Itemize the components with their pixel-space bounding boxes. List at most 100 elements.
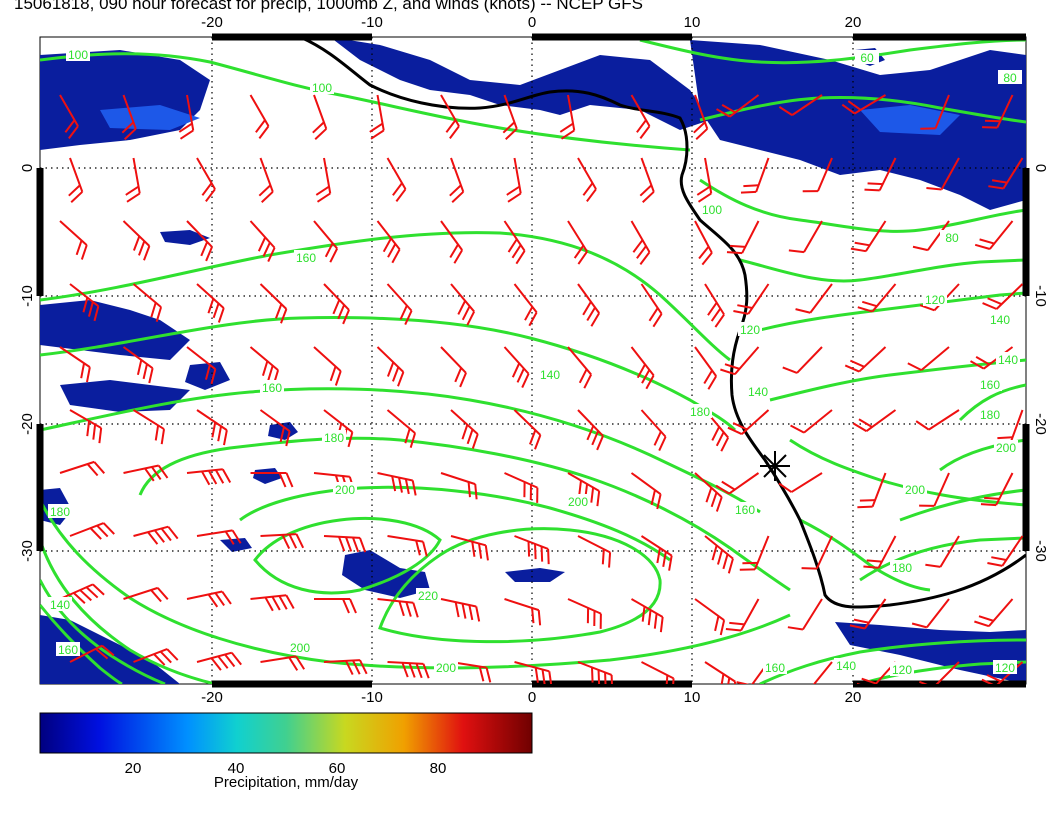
- contour-label-bg: [538, 367, 562, 381]
- contour-220: [378, 527, 662, 644]
- contour-label: 100: [312, 81, 332, 95]
- wind-barb: [186, 468, 232, 486]
- contour-label-bg: [978, 377, 1002, 391]
- wind-barb: [982, 94, 1014, 129]
- wind-barb: [260, 655, 306, 671]
- left-lat-labels: 0 -10 -20 -30: [19, 164, 36, 562]
- wind-barb: [314, 598, 357, 614]
- wind-barb: [640, 535, 673, 571]
- wind-barb: [863, 535, 897, 569]
- wind-barb: [449, 157, 465, 203]
- contour-label: 140: [748, 385, 768, 399]
- contour-label-bg: [56, 642, 80, 656]
- wind-barb: [186, 220, 213, 262]
- contour-label-bg: [978, 407, 1002, 421]
- wind-barb: [323, 659, 368, 675]
- precip-area-west-1: [40, 300, 190, 360]
- contour-label-bg: [322, 430, 346, 444]
- wind-barb: [787, 598, 823, 631]
- wind-barb: [694, 598, 726, 636]
- contour-200-south: [40, 499, 791, 670]
- wind-barb: [694, 472, 723, 512]
- wind-barb: [503, 220, 526, 265]
- precip-area-small-6: [100, 105, 200, 130]
- wind-barb: [504, 472, 539, 503]
- wind-barb: [313, 346, 342, 386]
- wind-barb: [857, 283, 897, 313]
- contour-label: 200: [436, 661, 456, 675]
- wind-barb: [567, 220, 588, 265]
- wind-barb: [440, 346, 467, 388]
- contour-label: 180: [980, 408, 1000, 422]
- contour-160: [40, 387, 761, 514]
- wind-barb: [502, 94, 518, 140]
- wind-barb: [196, 409, 228, 446]
- contour-label-bg: [310, 80, 334, 94]
- wind-barb: [988, 157, 1024, 190]
- wind-barb: [640, 283, 663, 328]
- top-lon-label: -20: [201, 14, 223, 31]
- wind-barb: [133, 525, 179, 545]
- bottom-lon-labels: -20 -10 0 10 20: [201, 689, 861, 706]
- contour-label: 160: [262, 381, 282, 395]
- wind-barb: [386, 409, 417, 449]
- wind-barb: [387, 661, 430, 679]
- wind-barb: [69, 283, 100, 322]
- contour-label: 120: [995, 661, 1015, 675]
- contour-land-1: [699, 178, 1026, 233]
- precip-area-mid: [342, 550, 430, 598]
- contour-label: 100: [702, 203, 722, 217]
- precip-area-gulf: [330, 37, 710, 130]
- wind-barb: [704, 661, 737, 684]
- wind-barb: [630, 94, 651, 139]
- wind-barb: [440, 94, 460, 139]
- top-lon-label: 0: [528, 14, 536, 31]
- contour-label-bg: [903, 482, 927, 496]
- wind-barb: [123, 586, 169, 603]
- wind-barb: [259, 409, 291, 447]
- wind-barb: [864, 157, 897, 192]
- wind-barb: [577, 409, 604, 451]
- wind-barb: [850, 220, 887, 253]
- wind-barb: [315, 157, 332, 203]
- wind-barb: [782, 346, 823, 374]
- wind-barb: [567, 598, 602, 629]
- right-lat-label: -30: [1032, 540, 1049, 562]
- top-lon-labels: -20 -10 0 10 20: [201, 14, 861, 31]
- wind-barb: [249, 94, 270, 139]
- bottom-lon-label: 0: [528, 689, 536, 706]
- wind-barb: [925, 535, 960, 568]
- contour-180: [138, 436, 791, 592]
- contour-label-bg: [48, 597, 72, 611]
- wind-barb: [926, 157, 960, 191]
- wind-barb: [249, 220, 276, 262]
- colorbar-ticks: 20 40 60 80: [125, 760, 447, 777]
- colorbar-tick: 60: [329, 760, 346, 777]
- contour-label-bg: [996, 352, 1020, 366]
- wind-barb: [739, 535, 770, 571]
- map-title: 15061818, 090 hour forecast for precip, …: [14, 0, 643, 13]
- contour-label: 160: [58, 643, 78, 657]
- wind-barb: [69, 644, 115, 663]
- contour-160-se: [759, 638, 1026, 684]
- contour-label: 80: [945, 231, 959, 245]
- wind-barb: [716, 94, 760, 118]
- wind-barb: [911, 598, 950, 629]
- wind-barb: [915, 409, 960, 431]
- wind-barb: [186, 346, 217, 385]
- wind-barb: [69, 522, 115, 540]
- contour-label-bg: [988, 312, 1012, 326]
- contour-label-bg: [566, 494, 590, 508]
- wind-barb: [132, 409, 166, 445]
- contour-land-6: [799, 518, 931, 592]
- contour-label: 220: [418, 589, 438, 603]
- colorbar-tick: 20: [125, 760, 142, 777]
- wind-barb: [125, 157, 141, 203]
- wind-barb: [974, 220, 1014, 250]
- wind-barb: [122, 220, 151, 261]
- wind-barb: [733, 283, 770, 315]
- wind-barb: [849, 598, 887, 630]
- wind-barb: [740, 157, 770, 194]
- wind-barb: [440, 598, 481, 622]
- wind-barb: [725, 598, 760, 632]
